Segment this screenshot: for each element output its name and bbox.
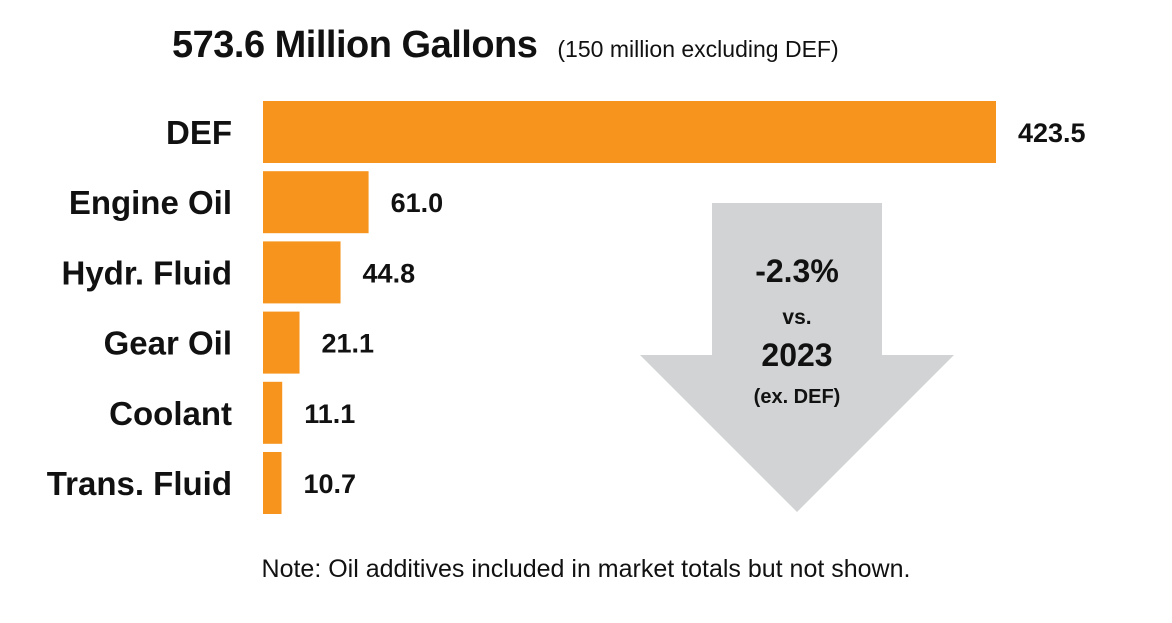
value-label-trans-fluid: 10.7 [304, 469, 357, 499]
change-annotation: -2.3% vs. 2023 (ex. DEF) [754, 253, 841, 408]
bar-def [263, 101, 996, 163]
value-label-hydr-fluid: 44.8 [363, 258, 416, 288]
chart-subtitle: (150 million excluding DEF) [557, 36, 839, 62]
chart-title-row: 573.6 Million Gallons (150 million exclud… [172, 24, 839, 67]
category-label-engine-oil: Engine Oil [69, 184, 232, 221]
chart-title: 573.6 Million Gallons [172, 24, 538, 66]
chart-note: Note: Oil additives included in market t… [261, 555, 911, 583]
category-label-coolant: Coolant [109, 395, 232, 432]
down-arrow-icon [640, 203, 954, 512]
bar-hydr-fluid [263, 241, 341, 304]
value-label-coolant: 11.1 [304, 399, 355, 429]
change-vs-label: vs. [782, 306, 811, 329]
category-label-def: DEF [166, 114, 232, 151]
bar-trans-fluid [263, 452, 282, 514]
change-year: 2023 [761, 337, 832, 373]
category-label-gear-oil: Gear Oil [104, 325, 232, 362]
change-note: (ex. DEF) [754, 386, 841, 408]
category-label-trans-fluid: Trans. Fluid [47, 465, 232, 502]
bar-engine-oil [263, 171, 369, 234]
value-label-engine-oil: 61.0 [391, 188, 444, 218]
change-percent: -2.3% [755, 253, 839, 289]
category-label-hydr-fluid: Hydr. Fluid [61, 254, 232, 291]
bars-layer: DEF 423.5 Engine Oil 61.0 Hydr. Fluid 44.8 Gea… [47, 101, 1086, 514]
value-label-def: 423.5 [1018, 118, 1086, 148]
bar-gear-oil [263, 311, 300, 374]
value-label-gear-oil: 21.1 [322, 329, 375, 359]
bar-coolant [263, 381, 283, 444]
